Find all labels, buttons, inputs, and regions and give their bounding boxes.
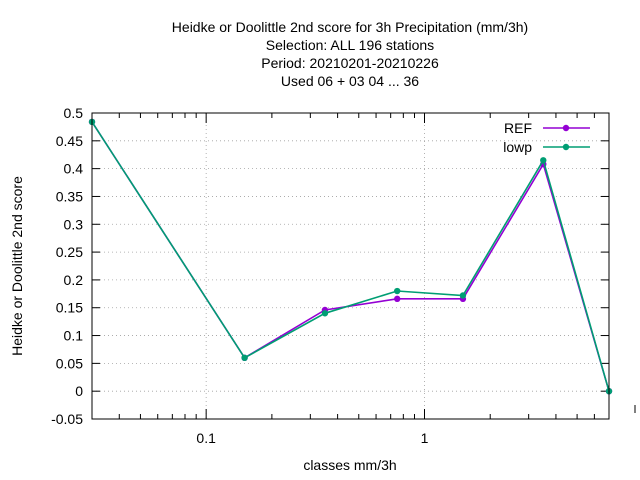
y-tick-label: 0.4 bbox=[64, 161, 84, 177]
y-tick-label: -0.05 bbox=[51, 411, 83, 427]
x-tick-label: 1 bbox=[421, 430, 429, 446]
legend-label: lowp bbox=[503, 139, 532, 155]
legend-swatch-marker bbox=[562, 143, 570, 151]
x-axis: 0.1 1 bbox=[118, 113, 636, 446]
y-tick-label: 0.05 bbox=[56, 355, 83, 371]
data-point-lowp bbox=[459, 292, 467, 299]
y-tick-label: 0 bbox=[75, 383, 83, 399]
legend-swatch-marker bbox=[562, 124, 570, 132]
data-point-lowp bbox=[321, 310, 329, 317]
series-line-lowp bbox=[91, 121, 610, 392]
y-axis-label: Heidke or Doolittle 2nd score bbox=[9, 176, 25, 356]
chart-title: Heidke or Doolittle 2nd score for 3h Pre… bbox=[172, 19, 528, 89]
legend-label: REF bbox=[504, 120, 532, 136]
plot-frame bbox=[91, 112, 610, 420]
data-point-lowp bbox=[394, 287, 401, 295]
chart-title-line: Selection: ALL 196 stations bbox=[266, 37, 434, 53]
series-line-ref bbox=[91, 121, 610, 392]
grid bbox=[92, 113, 609, 419]
y-tick-label: 0.2 bbox=[64, 272, 84, 288]
y-tick-label: 0.15 bbox=[56, 300, 83, 316]
chart-title-line: Heidke or Doolittle 2nd score for 3h Pre… bbox=[172, 19, 528, 35]
y-tick-label: 0.35 bbox=[56, 188, 83, 204]
data-point-lowp bbox=[540, 157, 547, 164]
y-tick-label: 0.45 bbox=[56, 133, 83, 149]
x-axis-label: classes mm/3h bbox=[303, 457, 396, 473]
y-tick-label: 0.25 bbox=[56, 244, 83, 260]
data-point-lowp bbox=[241, 354, 248, 361]
x-tick-label: 0.1 bbox=[196, 430, 216, 446]
plot-area bbox=[88, 118, 613, 395]
y-axis: -0.05 0 0.05 0.1 0.15 0.2 0.25 0.3 0.35 0.4 0.45 0.… bbox=[51, 105, 609, 427]
legend: REF lowp bbox=[503, 120, 590, 155]
chart-title-line: Period: 20210201-20210226 bbox=[261, 55, 439, 71]
y-tick-label: 0.3 bbox=[64, 216, 84, 232]
y-tick-label: 0.5 bbox=[64, 105, 84, 121]
y-tick-label: 0.1 bbox=[64, 328, 84, 344]
chart-title-line: Used 06 + 03 04 ... 36 bbox=[281, 73, 419, 89]
data-point-ref bbox=[394, 295, 401, 303]
